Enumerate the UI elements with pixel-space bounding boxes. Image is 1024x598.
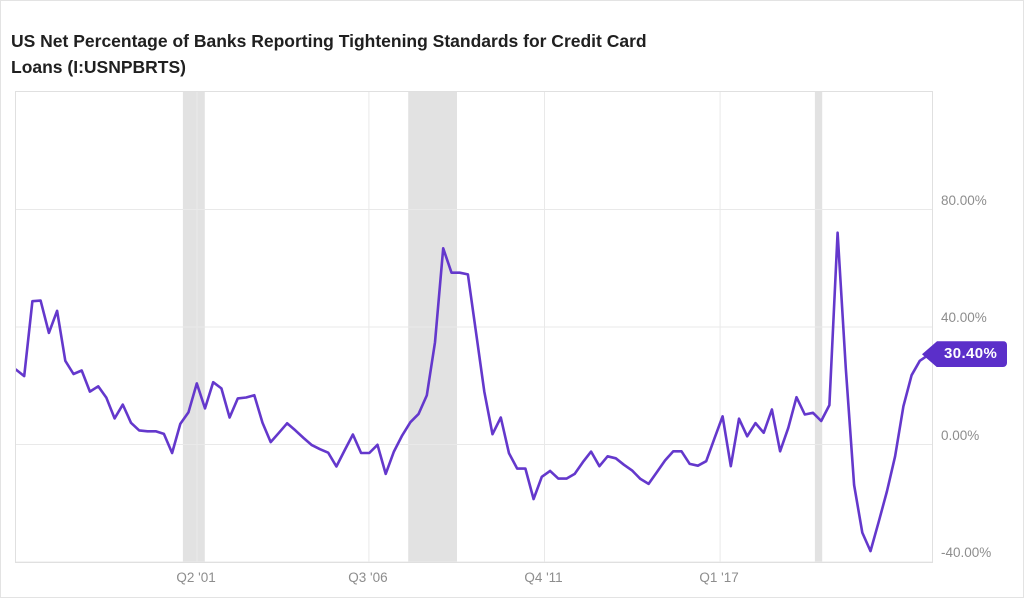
x-axis-label: Q3 '06: [348, 570, 388, 585]
latest-value-badge: 30.40%: [922, 341, 1008, 368]
chart-title-line1: US Net Percentage of Banks Reporting Tig…: [11, 31, 647, 51]
y-axis-label: 40.00%: [941, 310, 987, 325]
y-axis-label: 0.00%: [941, 427, 980, 443]
x-axis-label: Q1 '17: [699, 570, 739, 585]
x-axis-label: Q2 '01: [176, 570, 216, 585]
plot-svg[interactable]: [16, 92, 932, 562]
chart-title-line2: Loans (I:USNPBRTS): [11, 57, 186, 77]
x-axis-label: Q4 '11: [524, 570, 563, 585]
series-line: [16, 231, 930, 553]
latest-value-label: 30.40%: [944, 345, 998, 363]
plot-area[interactable]: [15, 91, 933, 563]
chart-title: US Net Percentage of Banks Reporting Tig…: [11, 28, 771, 80]
y-axis-label: 80.00%: [941, 192, 987, 208]
y-axis-label: -40.00%: [941, 545, 992, 560]
